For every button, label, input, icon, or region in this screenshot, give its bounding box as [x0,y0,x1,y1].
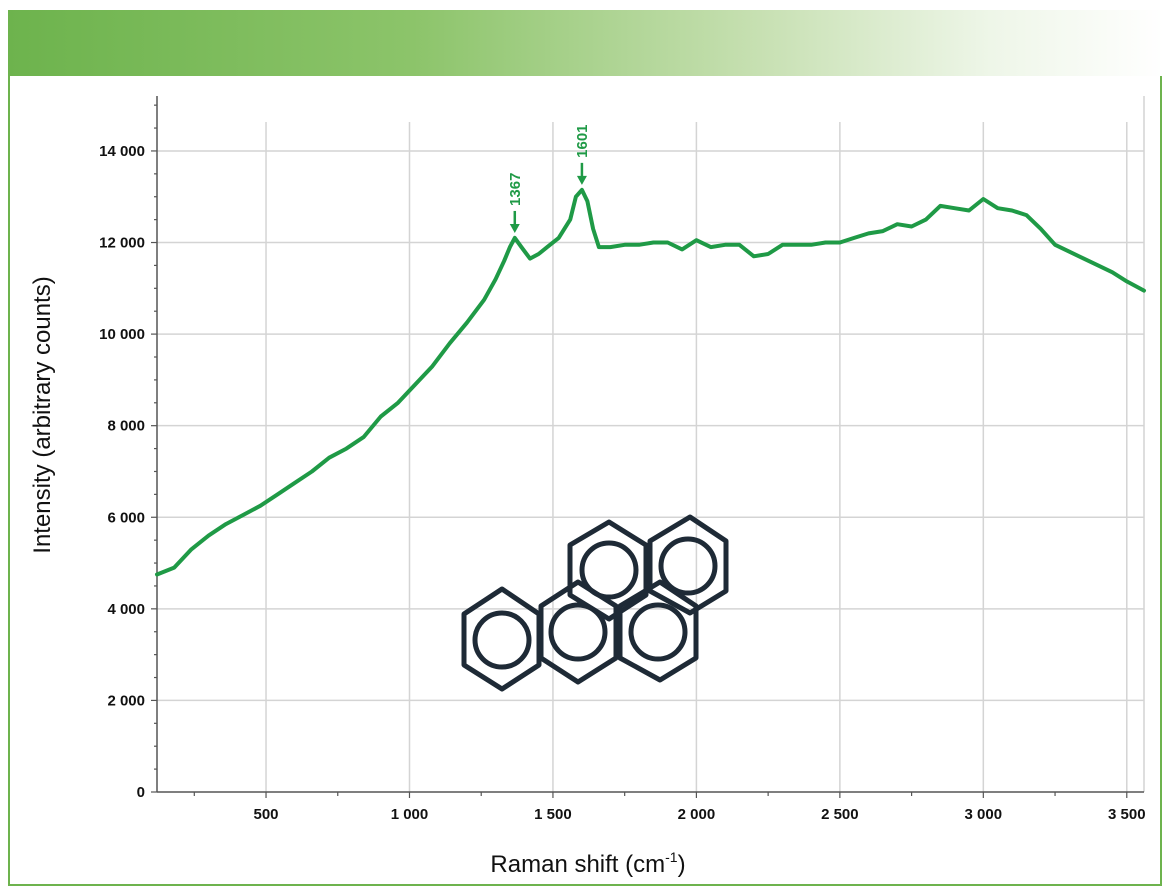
y-tick-label: 6 000 [107,509,145,526]
y-tick-label: 4 000 [107,601,145,618]
x-tick-label: 3 500 [1108,806,1146,823]
series-layer [155,187,1146,577]
peak-arrow-head [509,223,520,233]
ring-5-circle [658,536,718,596]
ring-4 [567,519,649,622]
ring-2-circle [548,602,608,662]
axes [151,96,1144,798]
y-tick-label: 0 [137,784,145,801]
ring-3-circle [628,602,688,662]
y-axis-title: Intensity (arbitrary counts) [29,276,56,553]
y-tick-label: 10 000 [99,326,145,343]
ring-2 [538,579,619,685]
grid [157,96,1145,792]
x-tick-label: 3 000 [965,806,1003,823]
y-tick-label: 12 000 [99,235,145,252]
x-tick-label: 2 500 [821,806,859,823]
molecule-structure-icon [461,514,729,692]
header-band [8,10,1164,76]
tick-labels: 0 2 000 4 000 6 000 8 000 10 000 12 000 14 000 5… [99,143,1145,823]
peak-annotations: 1367 1601 [507,124,591,233]
peak-label: 1601 [574,124,591,157]
ring-3 [617,579,699,683]
y-tick-label: 14 000 [99,143,145,160]
x-tick-label: 500 [254,806,279,823]
x-axis-title: Raman shift (cm-1) [490,849,685,878]
peak-label: 1367 [507,173,524,206]
x-tick-label: 1 500 [534,806,572,823]
ring-1 [461,586,542,692]
x-tick-label: 1 000 [391,806,429,823]
spectrum-line [155,187,1146,577]
y-tick-label: 2 000 [107,692,145,709]
ring-5 [647,514,729,616]
figure-frame [8,76,1162,886]
x-tick-label: 2 000 [678,806,716,823]
ring-1-circle [472,610,532,670]
ring-4-circle [579,540,639,600]
peak-arrow-head [576,175,587,185]
y-tick-label: 8 000 [107,418,145,435]
